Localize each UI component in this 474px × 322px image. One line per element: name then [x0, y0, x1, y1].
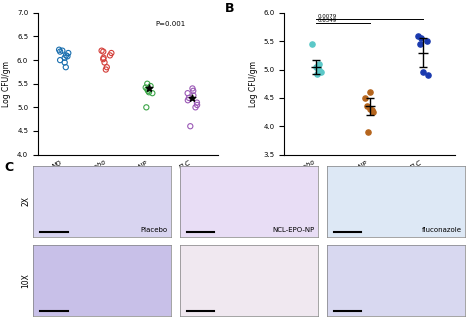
Point: [61, 55, 68, 60]
Point: [108, 51, 115, 56]
Point: [191, 105, 199, 110]
Text: Placebo: Placebo: [141, 227, 168, 233]
Point: [361, 95, 369, 100]
Point: [369, 109, 377, 115]
Text: 0.0079: 0.0079: [318, 14, 337, 19]
Point: [144, 87, 151, 92]
Text: 0.6349: 0.6349: [318, 18, 337, 23]
Point: [100, 57, 107, 62]
Point: [100, 49, 107, 54]
Point: [419, 70, 426, 75]
Point: [364, 104, 371, 109]
Point: [55, 47, 63, 52]
Point: [144, 88, 152, 93]
Point: [64, 54, 71, 59]
Point: [100, 55, 108, 60]
Point: [145, 90, 153, 95]
Point: [316, 61, 323, 66]
Point: [193, 102, 201, 108]
Point: [366, 90, 374, 95]
Y-axis label: 10X: 10X: [21, 273, 30, 288]
Point: [189, 86, 196, 91]
Point: [415, 33, 422, 38]
Point: [98, 48, 105, 53]
Y-axis label: Log CFU/gm: Log CFU/gm: [2, 61, 11, 107]
Point: [368, 108, 375, 113]
Text: P=0.001: P=0.001: [156, 21, 186, 27]
Point: [416, 42, 424, 47]
Point: [308, 42, 316, 47]
Point: [184, 90, 191, 96]
Point: [146, 86, 153, 91]
Point: [142, 85, 149, 90]
Point: [148, 90, 156, 96]
Point: [315, 67, 323, 72]
Point: [318, 70, 325, 75]
Point: [56, 58, 64, 63]
Point: [312, 64, 319, 69]
Point: [366, 107, 374, 112]
Point: [186, 124, 194, 129]
Point: [193, 100, 201, 105]
Text: NCL-EPO-NP: NCL-EPO-NP: [273, 227, 315, 233]
Point: [62, 53, 70, 58]
Point: [189, 95, 196, 100]
Point: [143, 105, 150, 110]
Point: [64, 51, 72, 56]
Point: [103, 65, 110, 70]
Point: [106, 53, 114, 58]
Point: [61, 60, 68, 65]
Point: [102, 67, 109, 72]
Point: [313, 71, 320, 77]
Point: [59, 48, 66, 53]
Y-axis label: Log CFU/gm: Log CFU/gm: [249, 61, 258, 107]
Y-axis label: 2X: 2X: [21, 196, 30, 206]
Point: [185, 95, 193, 100]
Point: [101, 60, 109, 65]
Text: B: B: [225, 2, 234, 14]
Point: [190, 93, 197, 98]
Point: [190, 88, 197, 93]
Point: [62, 65, 70, 70]
Point: [424, 73, 431, 78]
Text: C: C: [5, 161, 14, 174]
Point: [56, 49, 64, 54]
Point: [144, 81, 151, 86]
Text: fluconazole: fluconazole: [422, 227, 462, 233]
Point: [424, 39, 431, 44]
Point: [417, 36, 425, 41]
Point: [184, 98, 191, 103]
Point: [365, 129, 372, 135]
Point: [147, 83, 155, 89]
